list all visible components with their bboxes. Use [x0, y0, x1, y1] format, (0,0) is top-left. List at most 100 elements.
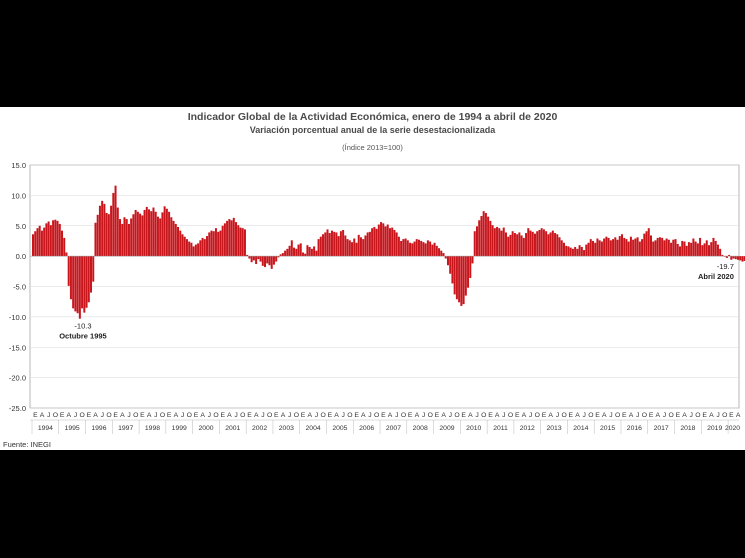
bar: [297, 244, 300, 257]
bar: [217, 231, 220, 257]
bar: [221, 225, 224, 257]
bar: [353, 238, 356, 257]
bar: [319, 236, 322, 257]
bar: [284, 250, 287, 257]
month-tick-label: E: [435, 412, 440, 419]
bar: [232, 217, 235, 257]
bar: [322, 234, 325, 257]
bar: [125, 219, 128, 257]
bar: [34, 231, 37, 257]
y-tick-label: 10.0: [11, 191, 26, 200]
bar: [707, 245, 711, 257]
bar: [542, 229, 545, 257]
year-label: 2011: [493, 425, 508, 432]
year-label: 2018: [680, 425, 695, 432]
bar: [382, 223, 385, 257]
bar: [620, 234, 623, 257]
bar: [565, 245, 568, 257]
bar: [533, 233, 536, 257]
bar: [199, 240, 202, 257]
bar: [74, 256, 77, 312]
bar: [266, 256, 269, 264]
month-tick-label: A: [415, 412, 420, 419]
month-tick-label: J: [582, 412, 585, 419]
bar: [496, 226, 499, 257]
bar: [556, 234, 559, 257]
bar: [652, 241, 655, 257]
month-tick-label: O: [508, 412, 513, 419]
bar: [386, 224, 389, 257]
bar: [493, 228, 496, 257]
bar: [607, 237, 610, 257]
bar: [241, 228, 244, 257]
bar: [150, 211, 153, 257]
bar: [500, 230, 503, 257]
month-tick-label: E: [569, 412, 574, 419]
bar: [478, 220, 481, 257]
bar: [578, 245, 581, 257]
year-label: 2002: [252, 425, 267, 432]
month-tick-label: O: [374, 412, 379, 419]
bar: [40, 230, 43, 257]
bar: [112, 192, 115, 257]
bar: [101, 200, 104, 257]
year-label: 2006: [359, 425, 374, 432]
month-tick-label: J: [502, 412, 505, 419]
bar: [208, 232, 211, 257]
month-tick-label: A: [495, 412, 500, 419]
bar: [335, 232, 338, 257]
year-label: 2014: [573, 425, 588, 432]
bar: [504, 232, 507, 257]
bar: [522, 237, 525, 257]
bar: [380, 222, 383, 257]
bar: [143, 209, 146, 257]
month-tick-label: J: [529, 412, 532, 419]
bar: [388, 228, 391, 257]
bar: [732, 256, 735, 259]
month-tick-label: E: [247, 412, 252, 419]
bar: [634, 238, 637, 257]
bar: [38, 225, 41, 257]
bar: [531, 231, 534, 257]
bar: [119, 219, 122, 257]
month-tick-label: J: [342, 412, 345, 419]
bar: [170, 217, 173, 257]
month-tick-label: A: [682, 412, 687, 419]
bar: [49, 225, 52, 257]
bar: [288, 245, 291, 257]
month-tick-label: J: [636, 412, 639, 419]
bar: [248, 256, 251, 259]
bar: [326, 229, 329, 257]
month-tick-label: A: [254, 412, 259, 419]
bar: [484, 212, 487, 257]
bar: [290, 240, 293, 257]
bar: [576, 248, 579, 257]
bar: [397, 236, 400, 257]
month-tick-label: E: [140, 412, 145, 419]
month-tick-label: A: [361, 412, 366, 419]
month-tick-label: A: [40, 412, 45, 419]
bar: [560, 240, 563, 257]
bar: [498, 228, 501, 257]
bar: [424, 243, 427, 257]
annotation-label: Octubre 1995: [59, 332, 107, 341]
bar: [148, 209, 151, 257]
bar: [739, 256, 742, 261]
y-tick-label: -25.0: [9, 404, 26, 413]
bar: [676, 243, 679, 257]
bar: [681, 240, 684, 257]
bar: [678, 246, 682, 257]
bar: [417, 239, 420, 257]
bar: [261, 256, 264, 266]
bar: [725, 256, 728, 258]
bar: [281, 253, 284, 257]
bar: [480, 216, 483, 257]
month-tick-label: O: [106, 412, 111, 419]
y-tick-label: 0.0: [16, 252, 26, 261]
bar: [458, 256, 461, 303]
month-tick-label: J: [47, 412, 50, 419]
bar: [85, 256, 88, 308]
year-label: 2008: [413, 425, 428, 432]
month-tick-label: E: [515, 412, 520, 419]
bar: [250, 256, 253, 263]
